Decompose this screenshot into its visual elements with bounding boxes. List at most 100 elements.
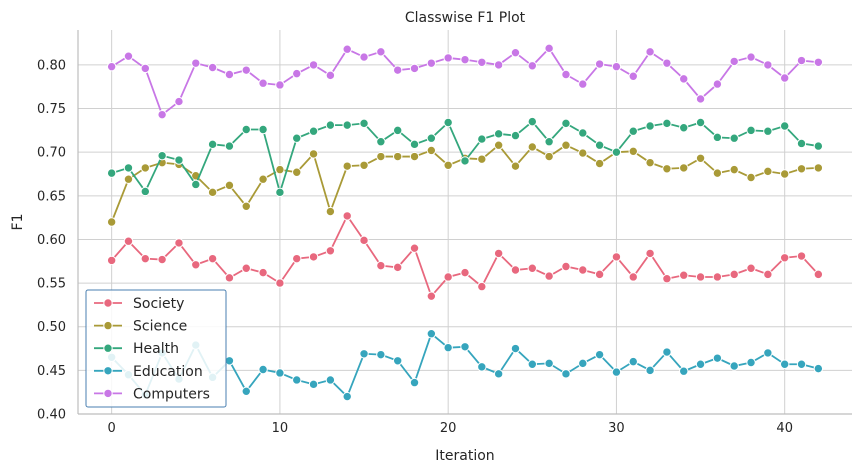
data-point-health bbox=[796, 138, 807, 149]
data-point-computers bbox=[460, 54, 470, 65]
data-point-education bbox=[544, 358, 554, 369]
data-point-science bbox=[813, 163, 824, 173]
data-point-health bbox=[493, 129, 504, 139]
legend-label: Computers bbox=[133, 386, 210, 402]
data-point-computers bbox=[729, 56, 739, 67]
data-point-education bbox=[729, 361, 739, 371]
data-point-health bbox=[477, 134, 487, 144]
data-point-health bbox=[763, 126, 773, 136]
data-point-science bbox=[325, 206, 336, 217]
series-line-society bbox=[110, 214, 820, 298]
data-point-society bbox=[258, 267, 268, 278]
data-point-education bbox=[813, 363, 824, 374]
data-point-education bbox=[510, 343, 521, 354]
data-point-education bbox=[376, 349, 386, 360]
legend-label: Education bbox=[133, 364, 203, 380]
data-point-health bbox=[779, 121, 790, 131]
data-point-science bbox=[409, 151, 420, 162]
data-point-education bbox=[460, 342, 470, 352]
data-point-computers bbox=[426, 58, 437, 68]
data-point-society bbox=[325, 246, 336, 256]
data-point-society bbox=[561, 261, 571, 272]
data-point-society bbox=[813, 269, 824, 280]
data-point-computers bbox=[325, 70, 336, 81]
data-point-education bbox=[292, 375, 302, 385]
data-point-society bbox=[578, 265, 588, 275]
data-point-science bbox=[645, 157, 655, 168]
data-point-health bbox=[140, 186, 151, 197]
legend-swatch-marker bbox=[103, 298, 113, 308]
data-point-science bbox=[241, 201, 251, 211]
data-point-computers bbox=[628, 71, 638, 81]
data-point-computers bbox=[376, 47, 386, 57]
legend-item-society: Society bbox=[94, 296, 184, 312]
data-point-science bbox=[426, 145, 437, 156]
data-point-education bbox=[763, 348, 773, 358]
legend: Society Science Health Education Computers bbox=[85, 289, 227, 408]
data-point-computers bbox=[561, 69, 571, 80]
tick-labels: 0 10 20 30 40 0.40 0.45 0.50 0.55 0.60 0.65 0.70 0.7… bbox=[37, 58, 793, 436]
data-point-health bbox=[359, 118, 369, 129]
legend-swatch-marker bbox=[103, 343, 113, 353]
data-point-health bbox=[275, 187, 285, 198]
data-point-health bbox=[813, 141, 824, 151]
data-point-education bbox=[275, 368, 285, 378]
y-tick-label: 0.65 bbox=[37, 189, 66, 204]
y-axis-label: F1 bbox=[10, 214, 26, 231]
data-point-computers bbox=[712, 79, 723, 89]
data-point-health bbox=[510, 130, 521, 141]
data-point-education bbox=[409, 377, 420, 388]
series-computers bbox=[106, 43, 824, 120]
data-point-health bbox=[157, 150, 167, 161]
data-point-education bbox=[342, 391, 352, 402]
data-point-society bbox=[191, 260, 201, 270]
data-point-computers bbox=[493, 60, 504, 70]
data-point-health bbox=[258, 124, 268, 135]
data-point-health bbox=[376, 137, 386, 147]
chart-title: Classwise F1 Plot bbox=[405, 10, 526, 26]
data-point-computers bbox=[106, 61, 117, 72]
data-point-society bbox=[376, 260, 386, 271]
axes bbox=[77, 30, 852, 415]
data-point-health bbox=[712, 132, 723, 143]
data-point-health bbox=[443, 117, 453, 128]
data-point-education bbox=[241, 386, 251, 397]
data-point-science bbox=[493, 140, 504, 150]
data-point-society bbox=[695, 272, 706, 282]
data-point-society bbox=[460, 267, 470, 278]
x-tick-label: 10 bbox=[272, 421, 289, 436]
data-point-education bbox=[712, 353, 723, 363]
data-point-science bbox=[123, 174, 134, 184]
data-point-health bbox=[628, 126, 638, 136]
data-point-health bbox=[392, 125, 403, 136]
data-point-computers bbox=[275, 80, 285, 90]
data-point-computers bbox=[477, 57, 487, 67]
data-point-science bbox=[140, 163, 151, 173]
data-point-society bbox=[477, 281, 487, 292]
data-point-health bbox=[662, 118, 672, 129]
data-point-science bbox=[729, 164, 739, 175]
data-point-computers bbox=[763, 60, 773, 70]
data-point-society bbox=[292, 253, 302, 264]
data-point-science bbox=[392, 151, 403, 162]
data-point-society bbox=[746, 263, 756, 273]
data-point-society bbox=[611, 252, 622, 262]
data-point-health bbox=[292, 133, 302, 143]
data-point-society bbox=[493, 248, 504, 259]
legend-item-computers: Computers bbox=[94, 386, 210, 402]
y-tick-label: 0.70 bbox=[37, 146, 66, 161]
data-point-health bbox=[342, 120, 352, 130]
data-point-computers bbox=[645, 47, 655, 57]
data-point-computers bbox=[510, 47, 521, 58]
series-health bbox=[106, 116, 824, 198]
data-point-society bbox=[645, 248, 655, 259]
data-point-health bbox=[679, 123, 689, 133]
data-point-society bbox=[392, 262, 403, 273]
data-point-computers bbox=[359, 52, 369, 62]
data-point-society bbox=[174, 238, 184, 248]
data-point-science bbox=[308, 149, 319, 159]
data-point-science bbox=[594, 158, 605, 169]
data-point-society bbox=[241, 263, 251, 273]
data-point-science bbox=[258, 174, 268, 184]
legend-swatch-marker bbox=[103, 320, 113, 331]
